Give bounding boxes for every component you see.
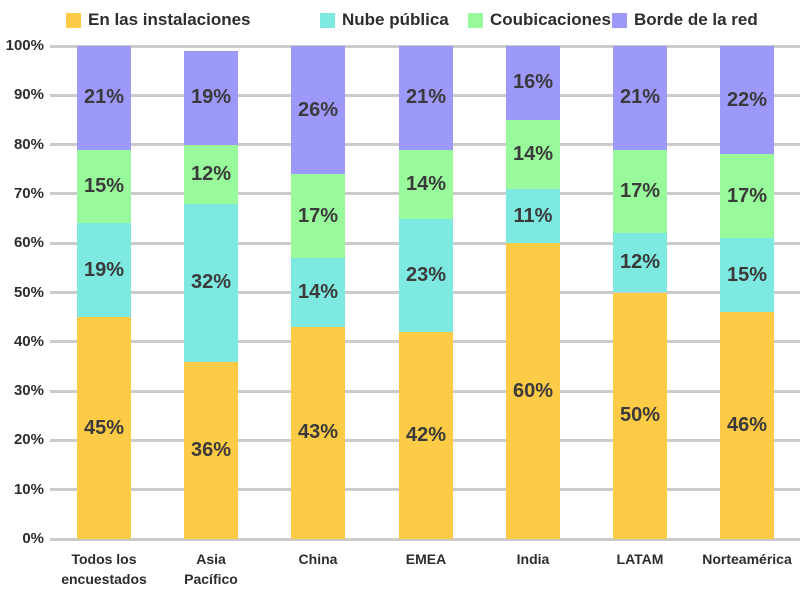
bar-segment-value-label: 17% — [619, 179, 661, 202]
bar-segment-value-label: 19% — [83, 258, 125, 281]
bar-segment: 16% — [506, 46, 560, 120]
bar-segment: 22% — [720, 46, 774, 155]
bar-segment-value-label: 15% — [726, 263, 768, 286]
legend-label: Borde de la red — [634, 10, 758, 29]
y-axis-tick-label: 50% — [13, 283, 44, 301]
bar-segment-value-label: 26% — [297, 98, 339, 121]
y-axis-tick-label: 20% — [13, 431, 44, 449]
bar-segment: 19% — [184, 50, 238, 145]
legend-item-nube-publica: Nube pública — [320, 10, 449, 30]
legend-swatch-icon — [612, 12, 627, 28]
y-axis-tick-label: 70% — [13, 184, 44, 202]
legend-swatch-icon — [468, 12, 483, 28]
x-axis-category-label: LATAM — [616, 551, 664, 567]
bar-segment: 12% — [613, 233, 667, 293]
bar-segment: 21% — [77, 46, 131, 150]
bar-segment-value-label: 36% — [190, 438, 232, 461]
y-axis-tick-label: 100% — [5, 37, 44, 54]
bar-segment: 17% — [613, 149, 667, 234]
bar-segment: 60% — [506, 243, 560, 539]
y-axis-tick-label: 60% — [13, 234, 44, 252]
bar-segment: 12% — [184, 144, 238, 204]
bar-segment-value-label: 21% — [619, 86, 661, 109]
bar-segment-value-label: 14% — [297, 280, 339, 303]
y-axis-tick-label: 80% — [13, 135, 44, 153]
x-axis-category-label: EMEA — [405, 551, 447, 567]
bar-segment-value-label: 17% — [726, 184, 768, 207]
bar-segment: 21% — [613, 46, 667, 150]
legend-swatch-icon — [320, 12, 335, 28]
x-axis-category-label: Norteamérica — [702, 551, 792, 567]
bar-segment-value-label: 11% — [513, 204, 553, 227]
bar-segment: 21% — [399, 46, 453, 150]
bar-segment: 50% — [613, 292, 667, 539]
bar-segment-value-label: 14% — [405, 172, 447, 195]
bar-segment-value-label: 21% — [405, 86, 447, 109]
bar-segment: 23% — [399, 218, 453, 332]
bar-segment-value-label: 45% — [83, 416, 125, 439]
bar-segment: 15% — [720, 238, 774, 313]
bar-segment: 17% — [291, 174, 345, 258]
bar-segment-value-label: 22% — [726, 88, 768, 111]
bar-segment-value-label: 15% — [83, 174, 125, 197]
bar-segment-value-label: 42% — [405, 423, 447, 446]
x-axis-category-label: Asia Pacífico — [184, 551, 238, 588]
legend-item-borde-de-la-red: Borde de la red — [612, 10, 758, 30]
bar-segment: 46% — [720, 312, 774, 539]
bar-segment: 43% — [291, 327, 345, 539]
bar-segment: 15% — [77, 149, 131, 224]
bar-segment: 26% — [291, 46, 345, 175]
y-axis-tick-label: 90% — [13, 86, 44, 104]
y-axis-tick-label: 40% — [13, 332, 44, 350]
x-axis-category-label: Todos los encuestados — [61, 551, 147, 588]
bar-segment-value-label: 17% — [297, 204, 339, 227]
legend-item-en-las-instalaciones: En las instalaciones — [66, 10, 251, 30]
bar-segment-value-label: 14% — [512, 142, 554, 165]
bar-segment: 14% — [399, 149, 453, 219]
bar-segment-value-label: 32% — [190, 271, 232, 294]
bar-segment-value-label: 43% — [297, 421, 339, 444]
legend-label: Coubicaciones — [490, 10, 611, 29]
y-axis-tick-label: 10% — [13, 480, 44, 498]
bar-segment-value-label: 23% — [405, 263, 447, 286]
bar-segment: 45% — [77, 317, 131, 539]
x-axis-category-label: India — [516, 551, 550, 567]
y-axis-tick-label: 0% — [22, 530, 44, 547]
bar-segment-value-label: 60% — [512, 379, 554, 402]
legend-swatch-icon — [66, 12, 81, 28]
legend-label: Nube pública — [342, 10, 449, 29]
y-axis-tick-label: 30% — [13, 382, 44, 400]
legend-label: En las instalaciones — [88, 10, 251, 29]
gridline — [50, 537, 800, 541]
legend-item-coubicaciones: Coubicaciones — [468, 10, 611, 30]
bar-segment-value-label: 16% — [512, 71, 554, 94]
bar-segment: 14% — [506, 119, 560, 189]
bar-segment-value-label: 19% — [190, 86, 232, 109]
bar-segment: 14% — [291, 257, 345, 327]
bar-segment-value-label: 12% — [190, 162, 232, 185]
x-axis-category-label: China — [298, 551, 338, 567]
bar-segment-value-label: 46% — [726, 414, 768, 437]
bar-segment: 36% — [184, 361, 238, 539]
bar-segment: 11% — [506, 188, 560, 244]
bar-segment: 17% — [720, 154, 774, 239]
bar-segment-value-label: 50% — [619, 404, 661, 427]
bar-segment-value-label: 21% — [83, 86, 125, 109]
bar-segment: 42% — [399, 331, 453, 539]
bar-segment-value-label: 12% — [619, 251, 661, 274]
bar-segment: 19% — [77, 223, 131, 318]
bar-segment: 32% — [184, 203, 238, 362]
